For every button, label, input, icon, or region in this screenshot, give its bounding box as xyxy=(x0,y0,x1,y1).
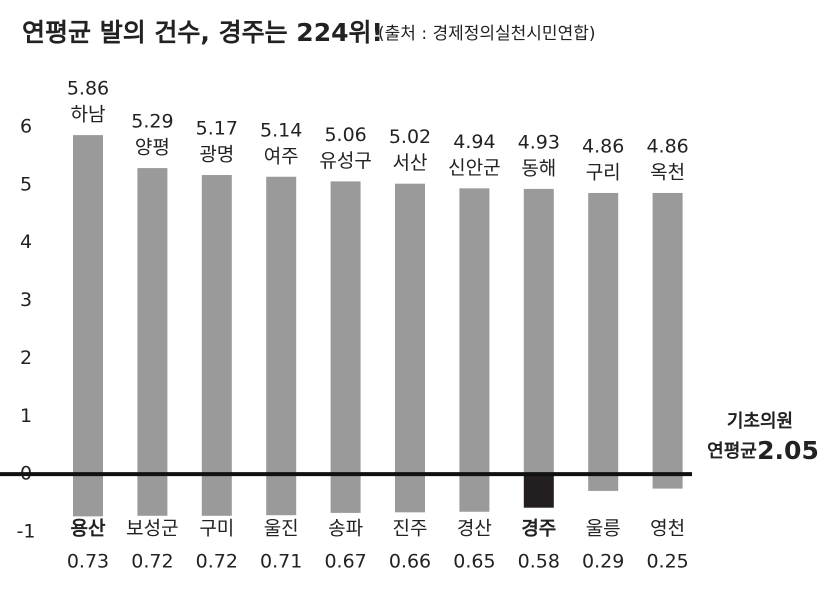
category-label: 구리 xyxy=(586,161,621,183)
bar xyxy=(652,192,683,475)
category-label: 보성군 xyxy=(126,518,178,540)
category-label: 울릉 xyxy=(586,518,621,540)
value-label: 5.17 xyxy=(196,118,238,140)
bar xyxy=(588,192,619,475)
bar xyxy=(330,181,361,475)
category-label: 송파 xyxy=(328,518,363,540)
bar xyxy=(652,474,683,489)
y-tick-label: -1 xyxy=(17,521,36,543)
category-label: 진주 xyxy=(393,518,428,540)
category-label: 유성구 xyxy=(319,150,371,172)
bar xyxy=(201,175,232,475)
y-tick-label: 6 xyxy=(20,116,32,138)
value-label: 4.93 xyxy=(518,131,560,153)
value-label: 0.29 xyxy=(582,551,624,573)
bar xyxy=(73,135,103,475)
value-label: 4.86 xyxy=(582,135,624,157)
value-label: 5.29 xyxy=(131,111,173,133)
category-label: 영천 xyxy=(650,518,685,540)
category-label: 신안군 xyxy=(448,157,500,179)
value-label: 5.14 xyxy=(260,119,302,141)
category-label: 옥천 xyxy=(650,161,685,183)
y-tick-label: 4 xyxy=(20,231,32,253)
category-label: 경산 xyxy=(457,518,492,540)
value-label: 5.86 xyxy=(67,78,109,100)
value-label: 0.73 xyxy=(67,551,109,573)
bar xyxy=(73,474,103,517)
value-label: 0.72 xyxy=(196,551,238,573)
annotation-line: 연평균 xyxy=(707,441,757,462)
category-label: 양평 xyxy=(135,137,170,159)
y-tick-label: 2 xyxy=(20,347,32,369)
value-label: 0.67 xyxy=(324,551,366,573)
source: (출처 : 경제정의실천시민연합) xyxy=(378,24,595,44)
bar xyxy=(588,474,619,491)
category-label: 용산 xyxy=(71,518,106,540)
category-label: 하남 xyxy=(71,104,106,126)
category-label: 구미 xyxy=(199,518,234,540)
value-label: 4.94 xyxy=(453,131,495,153)
value-label: 5.06 xyxy=(324,124,366,146)
value-label: 0.58 xyxy=(518,551,560,573)
category-label: 동해 xyxy=(521,157,556,179)
bar xyxy=(137,474,168,516)
value-label: 0.72 xyxy=(131,551,173,573)
chart-title: 연평균 발의 건수, 경주는 224위! xyxy=(22,18,383,47)
annotation-line: 기초의원 xyxy=(727,411,793,432)
bar xyxy=(459,188,490,475)
bar xyxy=(459,474,490,512)
bar xyxy=(266,176,297,475)
bar xyxy=(395,183,425,475)
value-label: 0.25 xyxy=(646,551,688,573)
value-label: 4.86 xyxy=(646,135,688,157)
category-label: 울진 xyxy=(264,518,299,540)
category-label: 여주 xyxy=(264,145,299,167)
annotation-value: 2.05 xyxy=(757,436,819,465)
bar xyxy=(266,474,297,516)
value-label: 5.02 xyxy=(389,126,431,148)
bar xyxy=(523,188,554,475)
y-tick-label: 5 xyxy=(20,173,32,195)
bar xyxy=(330,474,361,513)
bar xyxy=(137,168,168,475)
value-label: 0.66 xyxy=(389,551,431,573)
bar xyxy=(201,474,232,516)
value-label: 0.65 xyxy=(453,551,495,573)
bar xyxy=(395,474,425,513)
bar xyxy=(523,474,554,508)
category-label: 경주 xyxy=(521,518,556,540)
category-label: 서산 xyxy=(393,152,428,174)
category-label: 광명 xyxy=(199,144,234,166)
y-tick-label: 1 xyxy=(20,405,32,427)
y-tick-label: 3 xyxy=(20,289,32,311)
value-label: 0.71 xyxy=(260,551,302,573)
